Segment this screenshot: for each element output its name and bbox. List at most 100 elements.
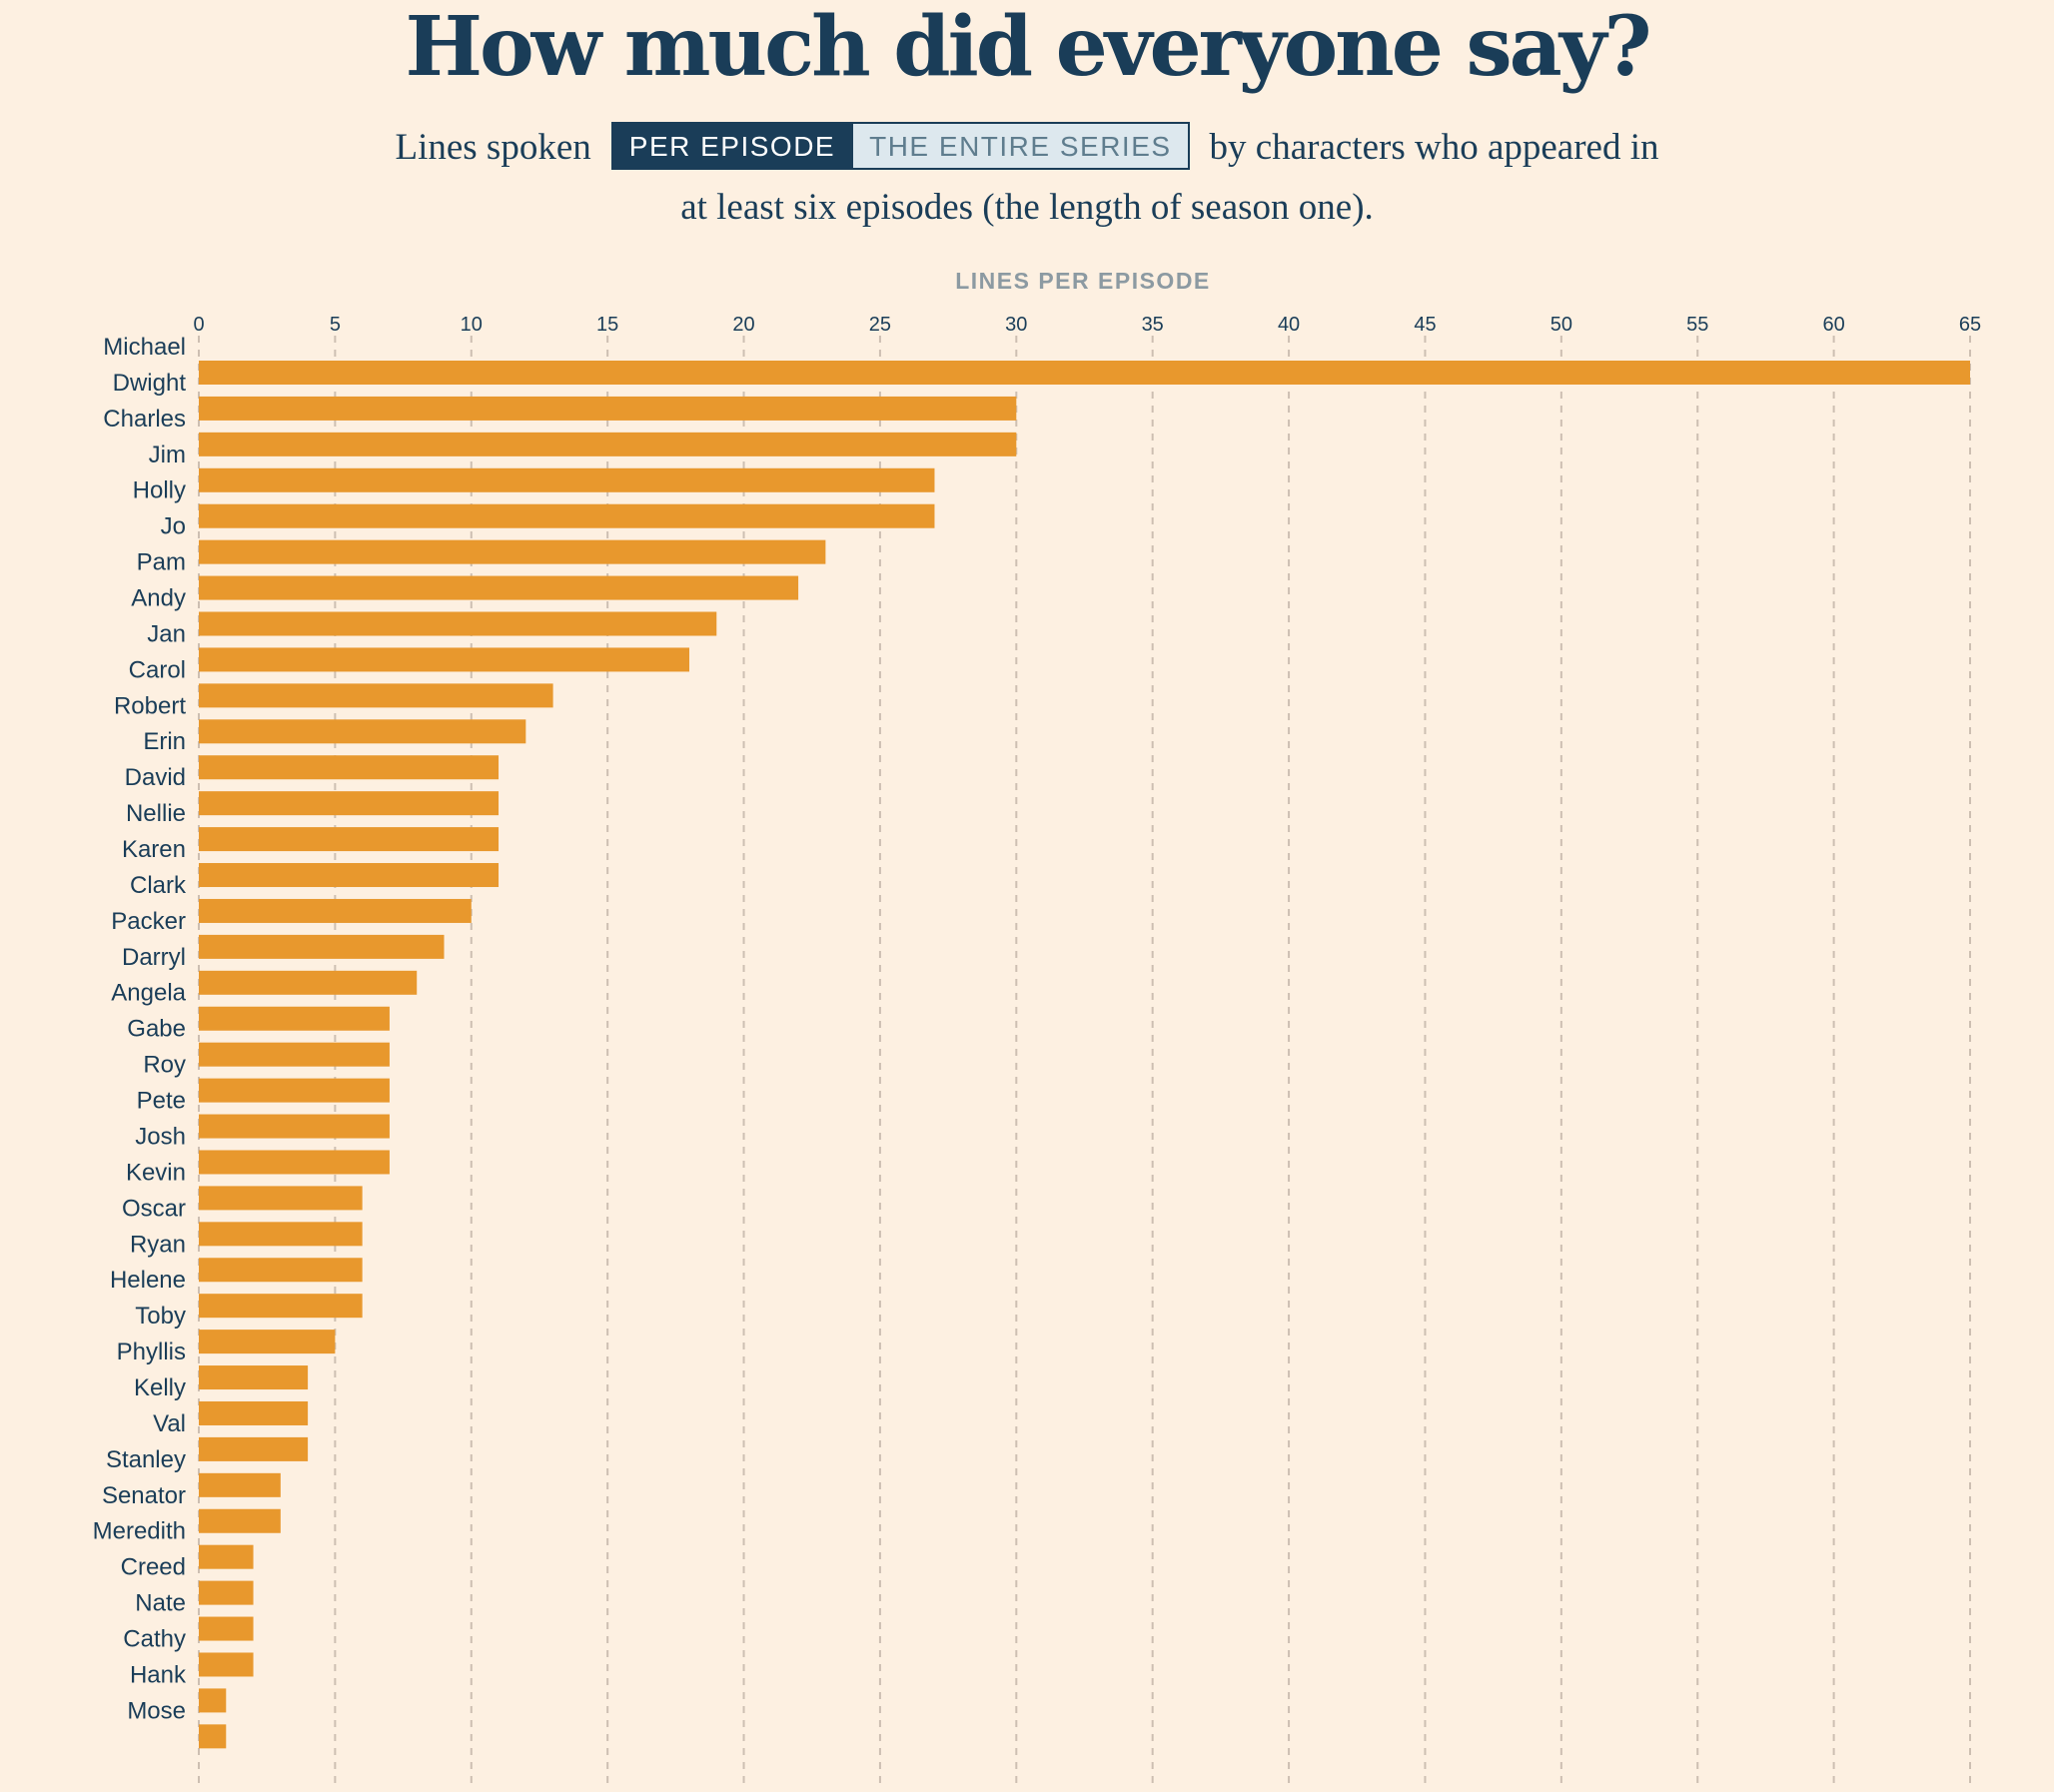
- bar-david[interactable]: [199, 791, 500, 816]
- category-label: Kelly: [134, 1374, 186, 1401]
- category-label: Creed: [121, 1554, 186, 1581]
- x-tick-label: 45: [1414, 314, 1436, 336]
- bar-josh[interactable]: [199, 1150, 390, 1175]
- category-label: Holly: [133, 477, 186, 504]
- bar-toby[interactable]: [199, 1330, 336, 1354]
- x-tick-label: 25: [869, 314, 891, 336]
- bar-oscar[interactable]: [199, 1222, 363, 1247]
- subtitle-line-2: at least six episodes (the length of sea…: [680, 187, 1374, 228]
- bars: [199, 361, 1970, 1749]
- chart-title: How much did everyone say?: [405, 0, 1651, 95]
- x-tick-label: 0: [193, 314, 204, 336]
- bar-charles[interactable]: [199, 432, 1017, 456]
- category-label: David: [125, 764, 186, 791]
- bar-creed[interactable]: [199, 1580, 254, 1605]
- category-label: Kevin: [126, 1159, 186, 1186]
- bar-karen[interactable]: [199, 863, 500, 888]
- category-label: Erin: [143, 728, 186, 755]
- bar-helene[interactable]: [199, 1294, 363, 1319]
- category-label: Stanley: [106, 1446, 186, 1473]
- category-label: Roy: [143, 1052, 186, 1079]
- category-label: Carol: [129, 656, 186, 683]
- per-episode-toggle[interactable]: PER EPISODE: [610, 121, 854, 170]
- bar-phyllis[interactable]: [199, 1365, 309, 1390]
- category-label: Angela: [111, 980, 186, 1007]
- category-label: Gabe: [127, 1016, 186, 1043]
- x-axis-label: LINES PER EPISODE: [955, 268, 1211, 294]
- category-label: Jo: [161, 513, 186, 540]
- bar-mose[interactable]: [199, 1724, 227, 1749]
- x-tick-label: 50: [1550, 314, 1572, 336]
- bar-nellie[interactable]: [199, 827, 500, 852]
- subtitle-line-1: Lines spoken PER EPISODE THE ENTIRE SERIES…: [0, 121, 2054, 175]
- bar-hank[interactable]: [199, 1688, 227, 1713]
- x-tick-label: 40: [1278, 314, 1300, 336]
- x-tick-label: 65: [1959, 314, 1981, 336]
- category-label: Senator: [102, 1482, 186, 1509]
- bar-jo[interactable]: [199, 539, 826, 564]
- category-label: Mose: [127, 1697, 186, 1724]
- bar-kevin[interactable]: [199, 1186, 363, 1211]
- category-label: Packer: [111, 908, 186, 935]
- category-label: Darryl: [122, 944, 186, 971]
- bar-carol[interactable]: [199, 683, 553, 708]
- category-label: Ryan: [130, 1231, 186, 1258]
- category-label: Karen: [122, 836, 186, 863]
- x-tick-label: 5: [330, 314, 341, 336]
- bar-pete[interactable]: [199, 1114, 390, 1139]
- bar-cathy[interactable]: [199, 1652, 254, 1677]
- bar-meredith[interactable]: [199, 1544, 254, 1569]
- category-label: Oscar: [122, 1195, 186, 1222]
- bar-pam[interactable]: [199, 575, 799, 600]
- category-label: Charles: [103, 406, 186, 433]
- category-label: Val: [153, 1410, 186, 1437]
- bar-robert[interactable]: [199, 719, 526, 744]
- bar-holly[interactable]: [199, 503, 935, 528]
- x-tick-label: 35: [1142, 314, 1164, 336]
- category-label: Pam: [137, 549, 186, 576]
- category-label: Meredith: [93, 1518, 186, 1545]
- category-label: Jim: [149, 442, 186, 468]
- bar-ryan[interactable]: [199, 1258, 363, 1283]
- category-label: Robert: [114, 692, 186, 719]
- category-label: Josh: [135, 1123, 186, 1150]
- bar-jim[interactable]: [199, 467, 935, 492]
- bar-dwight[interactable]: [199, 396, 1017, 421]
- bar-nate[interactable]: [199, 1616, 254, 1641]
- category-label: Nate: [135, 1590, 186, 1617]
- category-label: Jan: [147, 620, 186, 647]
- category-label: Nellie: [126, 800, 186, 827]
- metric-toggle: PER EPISODE THE ENTIRE SERIES: [610, 121, 1190, 170]
- category-label: Clark: [130, 872, 187, 899]
- bar-gabe[interactable]: [199, 1042, 390, 1067]
- subtitle-suffix: by characters who appeared in: [1209, 127, 1659, 168]
- x-tick-label: 60: [1822, 314, 1844, 336]
- bar-stanley[interactable]: [199, 1472, 281, 1497]
- bar-clark[interactable]: [199, 898, 472, 923]
- category-label: Hank: [130, 1661, 187, 1688]
- category-label: Dwight: [113, 370, 187, 397]
- bar-val[interactable]: [199, 1436, 309, 1461]
- bar-kelly[interactable]: [199, 1400, 309, 1425]
- bar-packer[interactable]: [199, 934, 445, 959]
- entire-series-toggle[interactable]: THE ENTIRE SERIES: [853, 121, 1190, 170]
- bar-roy[interactable]: [199, 1078, 390, 1103]
- bar-senator[interactable]: [199, 1508, 281, 1533]
- x-tick-label: 55: [1686, 314, 1708, 336]
- category-label: Andy: [131, 585, 186, 612]
- bar-darryl[interactable]: [199, 970, 418, 995]
- x-tick-label: 20: [732, 314, 754, 336]
- bar-jan[interactable]: [199, 647, 689, 672]
- x-tick-label: 15: [596, 314, 618, 336]
- bar-erin[interactable]: [199, 755, 500, 780]
- bar-andy[interactable]: [199, 611, 717, 636]
- category-label: Phyllis: [117, 1339, 186, 1365]
- category-label: Pete: [137, 1088, 186, 1115]
- category-label: Toby: [135, 1303, 186, 1330]
- category-label: Helene: [110, 1267, 186, 1294]
- bar-michael[interactable]: [199, 361, 1970, 385]
- category-label: Cathy: [123, 1625, 186, 1652]
- bar-angela[interactable]: [199, 1006, 390, 1031]
- subtitle-prefix: Lines spoken: [395, 127, 591, 168]
